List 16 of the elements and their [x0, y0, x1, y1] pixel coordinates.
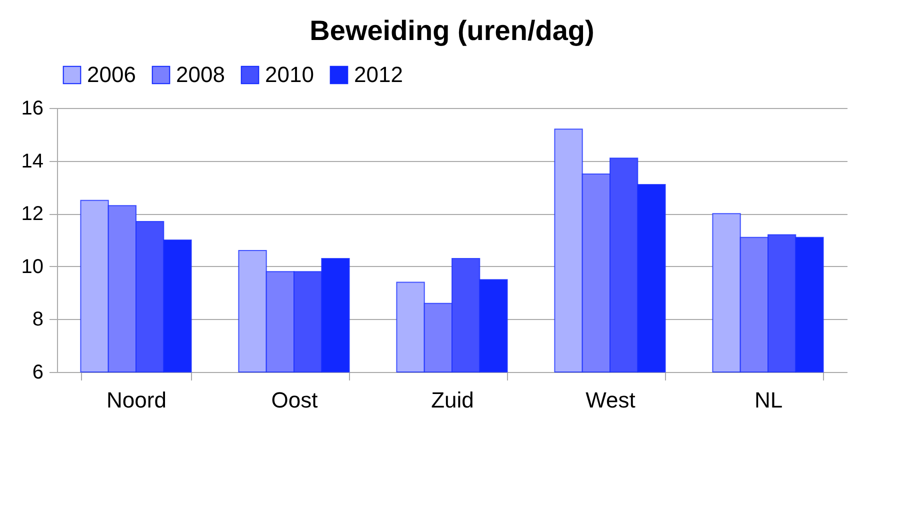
legend-label: 2010: [265, 62, 314, 87]
y-tick-label: 8: [32, 308, 44, 331]
x-tick-label: West: [586, 388, 636, 412]
y-tick-label: 16: [21, 98, 44, 120]
legend-label: 2006: [87, 62, 136, 87]
x-tick-label: Noord: [106, 388, 166, 412]
x-tick-label: Oost: [271, 388, 318, 412]
legend-label: 2012: [354, 62, 403, 87]
x-tick-label: NL: [754, 388, 783, 412]
y-tick-label: 14: [21, 150, 44, 172]
chart-title: Beweiding (uren/dag): [310, 15, 594, 46]
x-tick-label: Zuid: [431, 388, 474, 412]
legend-label: 2008: [176, 62, 225, 87]
y-tick-label: 12: [21, 203, 44, 226]
y-tick-label: 6: [32, 362, 44, 384]
y-tick-label: 10: [21, 256, 44, 278]
